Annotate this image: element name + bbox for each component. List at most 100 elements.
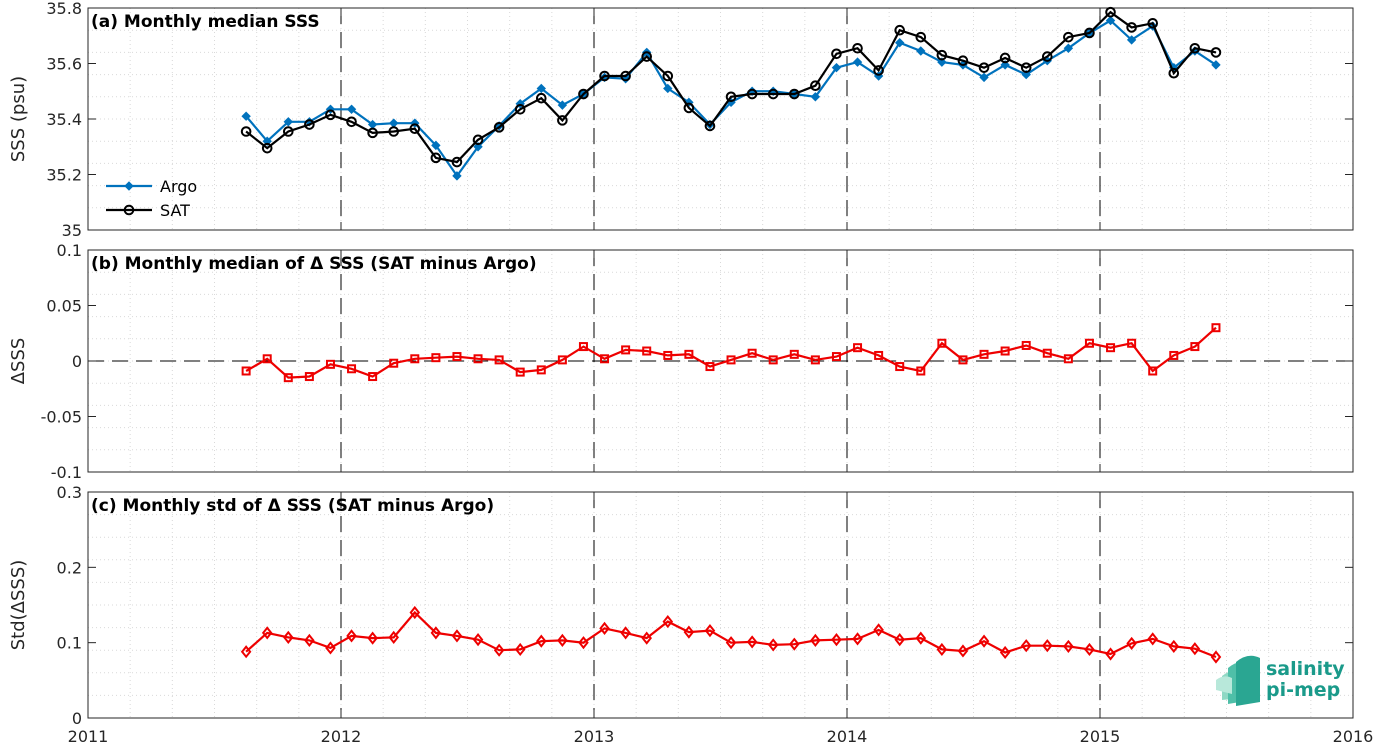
data-point (1147, 17, 1159, 29)
data-point (261, 142, 273, 154)
data-point (578, 636, 589, 650)
data-point (241, 366, 251, 376)
data-point (642, 346, 652, 356)
data-point (726, 355, 736, 365)
y-tick-label: 35.4 (46, 110, 82, 129)
panel-title: (a) Monthly median SSS (91, 12, 320, 32)
data-point (493, 122, 505, 133)
data-point (916, 366, 926, 376)
data-point (1168, 67, 1180, 79)
data-point (746, 88, 758, 100)
data-point (536, 365, 546, 375)
data-point (1126, 22, 1137, 33)
x-tick-label: 2014 (827, 727, 868, 745)
data-point (1126, 35, 1137, 45)
data-point (1189, 642, 1201, 656)
data-point (346, 116, 357, 128)
data-point (557, 100, 568, 110)
wave-icon (1216, 655, 1260, 706)
data-point (389, 118, 399, 128)
data-point (915, 31, 927, 43)
legend: Argo SAT (106, 177, 197, 220)
data-point (262, 354, 272, 364)
data-point (704, 624, 716, 638)
data-point (810, 355, 820, 365)
data-point (431, 353, 441, 363)
data-point (430, 626, 442, 640)
data-point (1084, 27, 1095, 39)
data-point (1105, 647, 1116, 661)
y-axis-label: Std(ΔSSS) (8, 560, 29, 651)
data-point (852, 42, 863, 54)
data-point (409, 605, 421, 620)
data-point (304, 633, 315, 648)
data-point (979, 72, 989, 83)
panel-title: (c) Monthly std of Δ SSS (SAT minus Argo… (91, 496, 494, 516)
data-point (304, 372, 314, 382)
y-tick-label: -0.05 (41, 408, 82, 427)
data-point (473, 354, 483, 364)
data-point (347, 364, 357, 374)
data-point (472, 633, 484, 647)
data-point (894, 633, 905, 647)
y-tick-label: 0.1 (57, 634, 82, 653)
data-point (958, 355, 968, 365)
data-point (1020, 62, 1032, 73)
data-point (262, 136, 272, 146)
y-tick-label: 35.6 (46, 55, 82, 74)
data-point (367, 631, 378, 645)
data-point (536, 83, 546, 94)
x-tick-label: 2015 (1080, 727, 1121, 745)
x-tick-label: 2016 (1333, 727, 1374, 745)
data-point (853, 343, 863, 353)
data-point (852, 57, 863, 67)
data-point (1211, 60, 1221, 70)
data-point (1127, 338, 1137, 348)
data-point (683, 625, 695, 639)
data-point (957, 55, 969, 67)
series-line-delta (245, 610, 1217, 659)
data-point (704, 120, 716, 132)
panel-c-std-delta-sss: 0 0.1 0.2 0.3 2011 2012 2013 2014 2015 2016 Std(ΔS… (8, 483, 1373, 745)
data-point (346, 629, 357, 643)
x-tick-label: 2011 (68, 727, 109, 745)
data-point (1063, 354, 1073, 364)
data-point (662, 614, 674, 629)
data-point (1063, 639, 1074, 654)
data-point (999, 52, 1011, 64)
panel-a-monthly-median-sss: 35 35.2 35.4 35.6 35.8 SSS (psu) (a) Monthly m… (8, 0, 1354, 240)
data-point (240, 126, 252, 137)
data-point (494, 355, 504, 365)
data-point (1063, 43, 1074, 53)
data-point (874, 350, 884, 360)
data-point (430, 152, 442, 164)
data-point (663, 83, 673, 94)
data-point (1000, 60, 1010, 70)
data-point (747, 348, 757, 358)
data-point (599, 70, 610, 82)
data-point (641, 631, 652, 645)
data-point (578, 342, 588, 352)
data-point (472, 134, 484, 146)
data-point (515, 367, 525, 377)
data-point (283, 117, 293, 127)
data-point (304, 119, 315, 130)
y-tick-label: 35 (62, 221, 82, 240)
data-point (1063, 31, 1074, 43)
data-point (978, 62, 990, 73)
data-point (937, 57, 947, 67)
data-point (852, 632, 863, 646)
y-tick-label: 35.8 (46, 0, 82, 18)
y-tick-label: 0.2 (57, 558, 82, 577)
data-point (810, 633, 821, 648)
data-point (599, 621, 610, 635)
data-point (1021, 69, 1031, 80)
data-point (1169, 350, 1179, 360)
data-point (978, 634, 990, 648)
salinity-pi-mep-logo: salinity pi-mep (1216, 655, 1345, 706)
data-point (240, 645, 252, 659)
panel-b-median-delta-sss: -0.1 -0.05 0 0.05 0.1 ΔSSS (b) Monthly median … (8, 241, 1354, 482)
legend-label: SAT (160, 201, 190, 220)
data-point (283, 373, 293, 383)
